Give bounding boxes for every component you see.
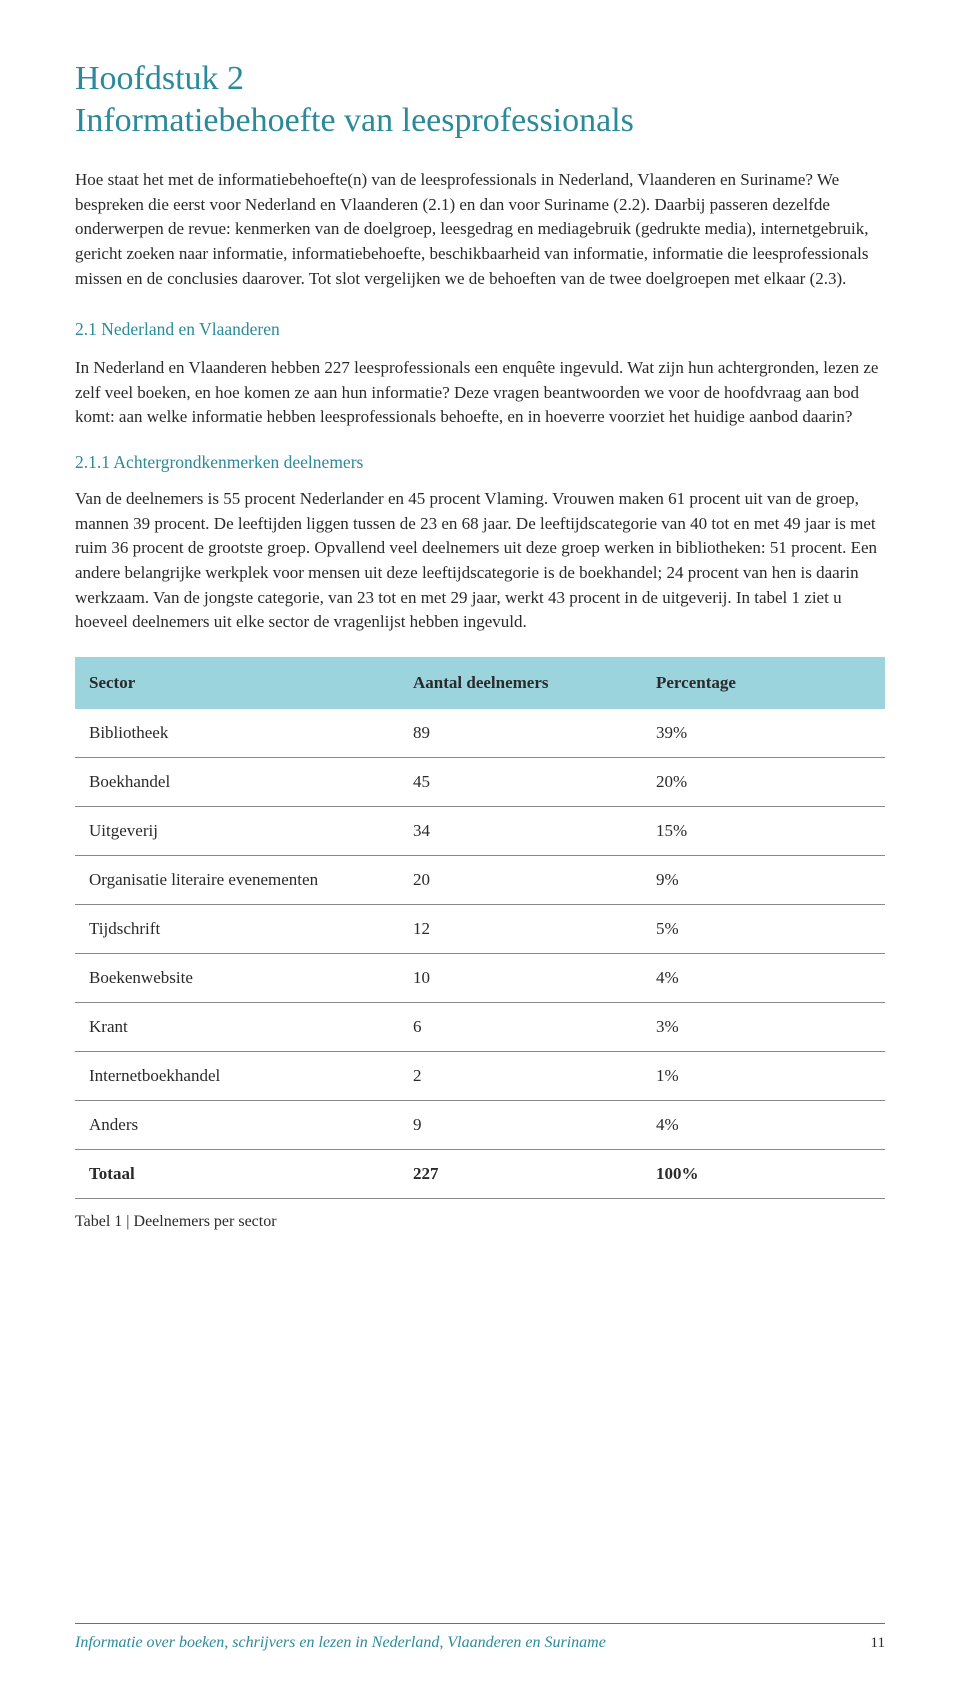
table-cell: Organisatie literaire evenementen — [75, 855, 399, 904]
table-cell: 4% — [642, 953, 885, 1002]
table-cell: 4% — [642, 1100, 885, 1149]
table-cell: Internetboekhandel — [75, 1051, 399, 1100]
footer-text: Informatie over boeken, schrijvers en le… — [75, 1634, 606, 1652]
table-cell: 100% — [642, 1149, 885, 1198]
table-cell: 15% — [642, 806, 885, 855]
col-header-percentage: Percentage — [642, 657, 885, 709]
table-cell: 9 — [399, 1100, 642, 1149]
chapter-title: Informatiebehoefte van leesprofessionals — [75, 102, 885, 140]
table-cell: Uitgeverij — [75, 806, 399, 855]
table-cell: Bibliotheek — [75, 709, 399, 758]
table-row: Bibliotheek8939% — [75, 709, 885, 758]
section-2-1-body: In Nederland en Vlaanderen hebben 227 le… — [75, 356, 885, 430]
table-cell: 12 — [399, 904, 642, 953]
table-total-row: Totaal227100% — [75, 1149, 885, 1198]
table-row: Boekenwebsite104% — [75, 953, 885, 1002]
table-row: Anders94% — [75, 1100, 885, 1149]
intro-paragraph: Hoe staat het met de informatiebehoefte(… — [75, 168, 885, 291]
chapter-label: Hoofdstuk 2 — [75, 60, 885, 98]
page-number: 11 — [871, 1635, 885, 1652]
table-cell: Totaal — [75, 1149, 399, 1198]
table-cell: 2 — [399, 1051, 642, 1100]
table-cell: Boekenwebsite — [75, 953, 399, 1002]
sector-table: Sector Aantal deelnemers Percentage Bibl… — [75, 657, 885, 1199]
table-caption: Tabel 1 | Deelnemers per sector — [75, 1213, 885, 1231]
table-cell: 20 — [399, 855, 642, 904]
table-cell: 34 — [399, 806, 642, 855]
table-cell: 89 — [399, 709, 642, 758]
table-cell: 45 — [399, 757, 642, 806]
table-cell: 20% — [642, 757, 885, 806]
table-cell: Krant — [75, 1002, 399, 1051]
table-cell: Tijdschrift — [75, 904, 399, 953]
table-row: Boekhandel4520% — [75, 757, 885, 806]
table-row: Tijdschrift125% — [75, 904, 885, 953]
table-row: Uitgeverij3415% — [75, 806, 885, 855]
table-row: Krant63% — [75, 1002, 885, 1051]
table-cell: 39% — [642, 709, 885, 758]
col-header-sector: Sector — [75, 657, 399, 709]
table-cell: 3% — [642, 1002, 885, 1051]
table-cell: Anders — [75, 1100, 399, 1149]
table-cell: Boekhandel — [75, 757, 399, 806]
section-2-1-1-body: Van de deelnemers is 55 procent Nederlan… — [75, 487, 885, 635]
col-header-aantal: Aantal deelnemers — [399, 657, 642, 709]
table-row: Organisatie literaire evenementen209% — [75, 855, 885, 904]
table-cell: 10 — [399, 953, 642, 1002]
table-cell: 227 — [399, 1149, 642, 1198]
section-2-1-1-heading: 2.1.1 Achtergrondkenmerken deelnemers — [75, 452, 885, 473]
table-cell: 6 — [399, 1002, 642, 1051]
page-footer: Informatie over boeken, schrijvers en le… — [75, 1623, 885, 1652]
table-row: Internetboekhandel21% — [75, 1051, 885, 1100]
table-cell: 1% — [642, 1051, 885, 1100]
table-cell: 9% — [642, 855, 885, 904]
section-2-1-heading: 2.1 Nederland en Vlaanderen — [75, 319, 885, 340]
table-header-row: Sector Aantal deelnemers Percentage — [75, 657, 885, 709]
table-cell: 5% — [642, 904, 885, 953]
